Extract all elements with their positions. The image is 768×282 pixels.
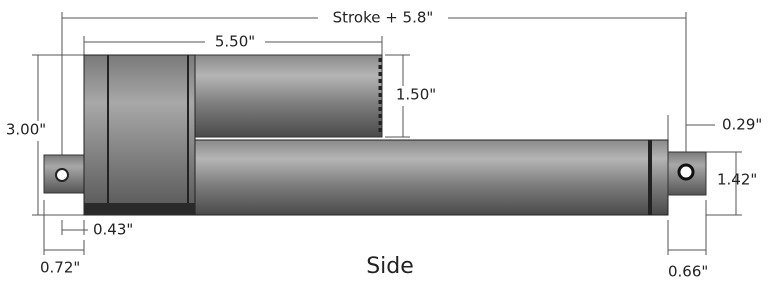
view-caption: Side bbox=[366, 254, 414, 279]
page: Stroke + 5.8" 5.50" 1.50" 3.00" 0.29" 1.… bbox=[0, 0, 768, 282]
dimension-label: 1.42" bbox=[717, 171, 757, 189]
dimension-label: 5.50" bbox=[215, 33, 255, 51]
dimension-label: 3.00" bbox=[6, 121, 46, 139]
actuator bbox=[44, 55, 706, 215]
dimension-label: 0.72" bbox=[40, 259, 80, 277]
dimension-label: 0.43" bbox=[93, 221, 133, 239]
actuator-drawing: Stroke + 5.8" 5.50" 1.50" 3.00" 0.29" 1.… bbox=[0, 0, 768, 282]
dimension-label: 1.50" bbox=[396, 86, 436, 104]
dimension-label: 0.29" bbox=[722, 116, 762, 134]
dimension-label: Stroke + 5.8" bbox=[333, 9, 434, 27]
dimension-label: 0.66" bbox=[668, 263, 708, 281]
